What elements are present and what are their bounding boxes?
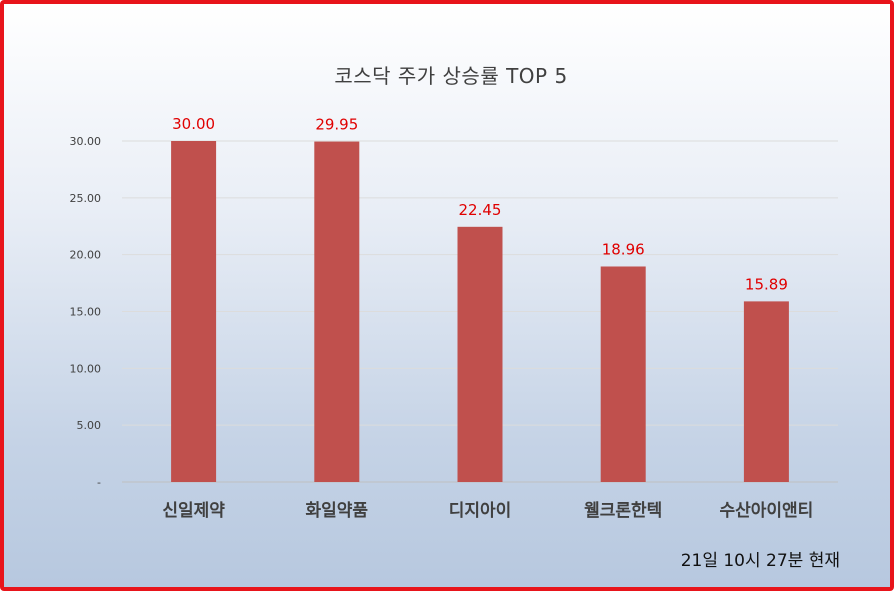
y-tick-label: - — [97, 476, 101, 489]
y-tick-label: 15.00 — [70, 306, 102, 319]
data-label: 18.96 — [602, 240, 645, 258]
category-label: 신일제약 — [162, 500, 225, 521]
bar — [457, 226, 503, 482]
category-labels: 신일제약 화일약품 디지아이 웰크론한텍 수산아이앤티 — [162, 500, 813, 521]
y-tick-label: 20.00 — [70, 249, 102, 262]
data-label: 29.95 — [315, 116, 358, 134]
category-label: 수산아이앤티 — [719, 501, 813, 521]
y-tick-label: 25.00 — [70, 192, 102, 205]
bar — [314, 141, 360, 482]
y-tick-label: 30.00 — [70, 135, 102, 148]
chart-title: 코스닥 주가 상승률 TOP 5 — [334, 64, 568, 88]
y-tick-label: 10.00 — [70, 362, 102, 375]
bar-chart: - 5.00 10.00 15.00 20.00 25.00 30.00 30.00 29.9… — [70, 115, 838, 521]
data-label: 22.45 — [459, 201, 502, 219]
category-label: 웰크론한텍 — [584, 501, 662, 521]
bar — [600, 266, 646, 482]
data-label: 30.00 — [172, 115, 215, 133]
y-tick-label: 5.00 — [77, 419, 102, 432]
timestamp: 21일 10시 27분 현재 — [680, 551, 840, 571]
data-labels: 30.00 29.95 22.45 18.96 15.89 — [172, 115, 788, 293]
data-label: 15.89 — [745, 275, 788, 293]
category-label: 화일약품 — [306, 500, 369, 521]
y-axis-ticks: - 5.00 10.00 15.00 20.00 25.00 30.00 — [70, 135, 102, 489]
bars — [171, 141, 789, 482]
bar — [171, 141, 217, 482]
category-label: 디지아이 — [449, 501, 512, 521]
bar — [743, 301, 789, 482]
